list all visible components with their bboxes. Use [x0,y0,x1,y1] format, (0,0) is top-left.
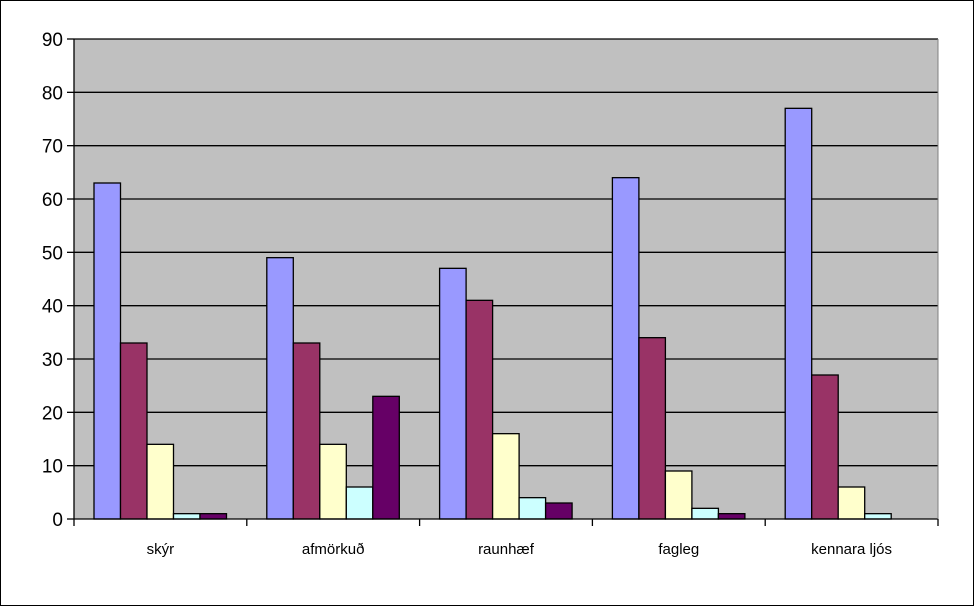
bar-1-1 [292,342,321,520]
xtick-label-1: afmörkuð [302,541,365,558]
tick-labels: 0 10 20 30 40 50 60 70 80 90 skýr afmörkuð raunhæf fa… [42,30,892,558]
ytick-label-20: 20 [42,403,63,424]
bar-1-3 [345,486,374,520]
xtick-label-4: kennara ljós [811,541,892,558]
bar-3-1 [638,337,667,520]
bar-0-1 [119,342,148,520]
bar-1-0 [266,257,294,520]
bar-2-0 [438,267,467,520]
bar-3-0 [611,177,640,520]
bar-4-0 [784,107,813,520]
ytick-label-80: 80 [42,83,63,104]
ytick-label-90: 90 [42,30,63,51]
bar-0-4 [199,513,228,520]
bar-4-3 [864,513,892,520]
bar-4-1 [811,374,839,520]
bar-1-2 [319,443,347,520]
ytick-label-60: 60 [42,190,63,211]
bar-2-4 [544,502,573,520]
bar-2-2 [491,433,520,520]
bar-3-4 [717,513,746,520]
bar-2-3 [518,497,547,520]
ytick-label-10: 10 [42,457,63,478]
bar-0-3 [172,513,201,520]
axes [67,38,939,526]
xtick-label-3: fagleg [658,541,699,558]
ytick-label-70: 70 [42,137,63,158]
bars [93,107,892,520]
bar-3-3 [691,507,720,520]
bar-0-0 [93,182,122,520]
bar-2-1 [465,299,494,520]
ytick-label-40: 40 [42,297,63,318]
xtick-label-0: skýr [147,541,175,558]
ytick-label-30: 30 [42,350,63,371]
bar-0-2 [146,443,175,520]
ytick-label-0: 0 [52,510,63,531]
ytick-label-50: 50 [42,243,63,264]
bar-4-2 [837,486,866,520]
bar-1-4 [372,395,400,520]
bar-3-2 [664,470,693,520]
xtick-label-2: raunhæf [478,541,535,558]
